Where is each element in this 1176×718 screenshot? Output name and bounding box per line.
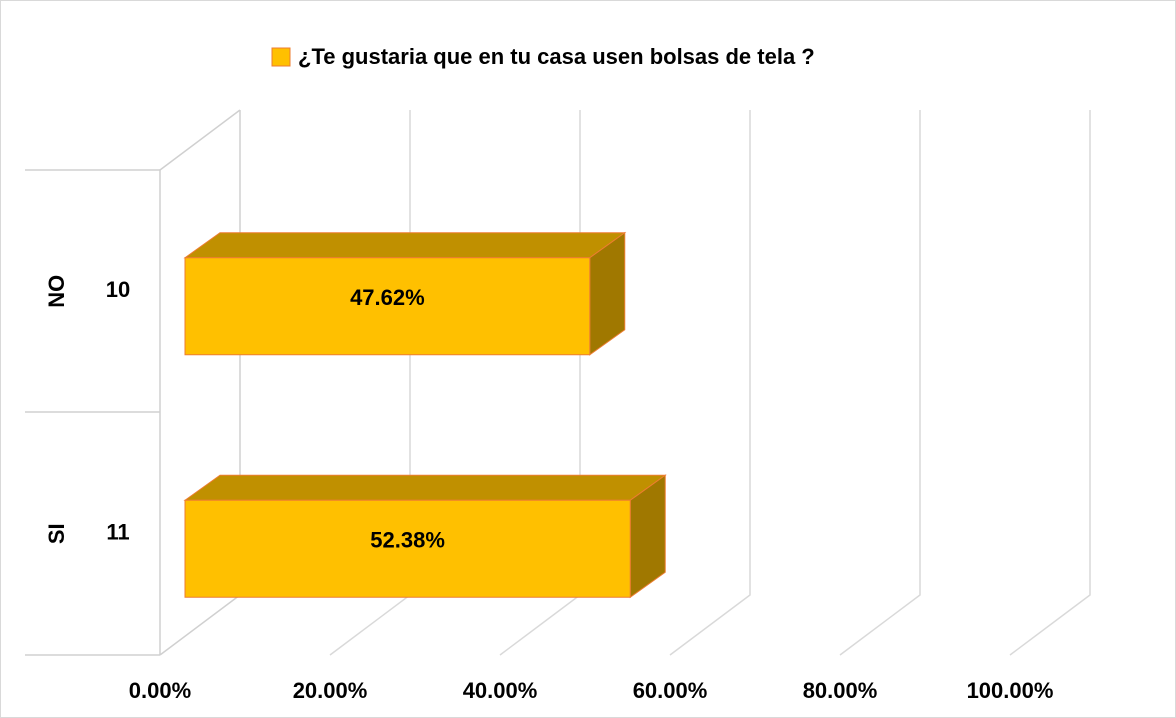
- x-tick-label: 100.00%: [967, 678, 1054, 703]
- data-label: 52.38%: [370, 528, 445, 553]
- bar-top: [183, 474, 667, 501]
- category-label: NO: [44, 275, 69, 308]
- grid-line: [669, 110, 751, 656]
- left-wall-top: [159, 109, 241, 171]
- legend-swatch: [271, 47, 291, 67]
- grid-line: [839, 110, 921, 656]
- x-tick-label: 0.00%: [129, 678, 191, 703]
- x-tick-label: 20.00%: [293, 678, 368, 703]
- grid-line: [1009, 110, 1091, 656]
- category-sublabel: 11: [106, 520, 129, 545]
- category-label: SI: [44, 523, 69, 544]
- bar: [184, 257, 591, 356]
- legend-label: ¿Te gustaria que en tu casa usen bolsas …: [298, 44, 815, 69]
- left-wall-bottom: [159, 594, 241, 656]
- data-label: 47.62%: [350, 285, 425, 310]
- bar: [184, 499, 631, 598]
- bar-top: [183, 232, 627, 259]
- x-tick-label: 80.00%: [803, 678, 878, 703]
- x-tick-label: 60.00%: [633, 678, 708, 703]
- x-tick-label: 40.00%: [463, 678, 538, 703]
- category-sublabel: 10: [106, 277, 130, 302]
